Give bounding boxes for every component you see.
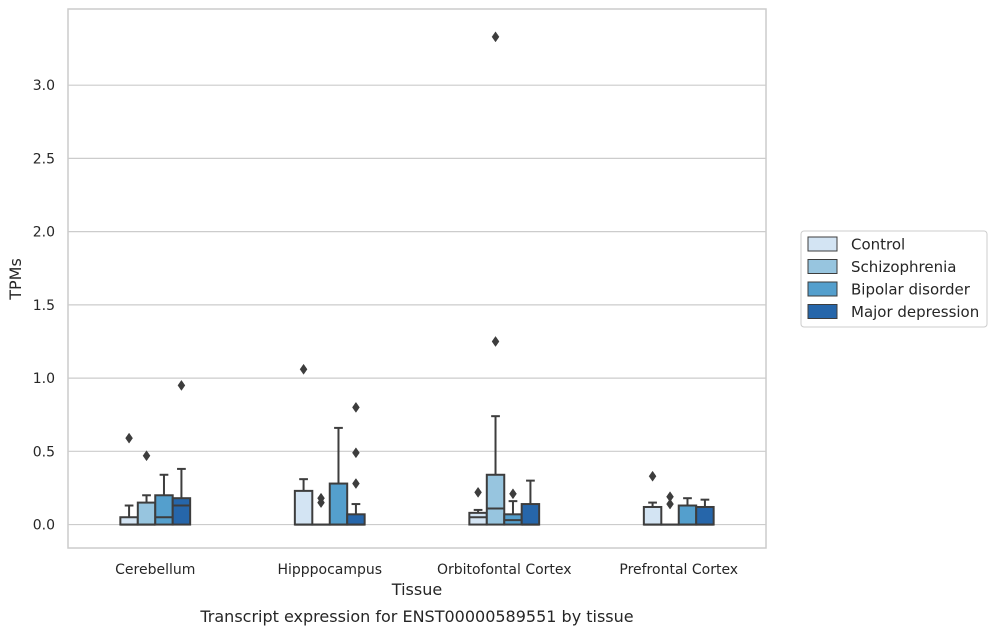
- series-control: [120, 364, 661, 524]
- y-tick-label: 0.0: [33, 518, 55, 534]
- legend-swatch: [808, 260, 837, 274]
- series-schizophrenia: [138, 32, 679, 525]
- legend-item: Major depression: [808, 303, 979, 321]
- box: [644, 471, 661, 524]
- y-tick-label: 1.0: [33, 371, 55, 387]
- y-axis-ticks: 0.0 0.5 1.0 1.5 2.0 2.5 3.0: [33, 78, 55, 533]
- box: [155, 475, 172, 525]
- legend-item: Bipolar disorder: [808, 281, 971, 299]
- y-tick-label: 0.5: [33, 444, 55, 460]
- box-body: [347, 514, 364, 524]
- box-body: [487, 475, 504, 525]
- series-major-depression: [173, 380, 714, 524]
- box: [347, 402, 364, 524]
- x-axis-ticks: Cerebellum Hipppocampus Orbitofontal Corte…: [115, 562, 738, 578]
- box: [295, 364, 312, 524]
- chart-caption: Transcript expression for ENST0000058955…: [199, 607, 633, 626]
- legend-swatch: [808, 305, 837, 319]
- outlier-point: [352, 402, 359, 412]
- legend-label: Schizophrenia: [851, 258, 956, 276]
- plot-frame: [68, 9, 766, 548]
- box-body: [120, 517, 137, 524]
- legend: Control Schizophrenia Bipolar disorder Majo…: [801, 231, 987, 327]
- outlier-point: [178, 380, 185, 390]
- box: [138, 451, 155, 525]
- outlier-point: [352, 479, 359, 489]
- box: [312, 493, 329, 524]
- y-tick-label: 2.0: [33, 225, 55, 241]
- box: [696, 500, 713, 525]
- legend-label: Bipolar disorder: [851, 281, 971, 299]
- box-body: [522, 504, 539, 525]
- box-body: [155, 495, 172, 524]
- outlier-point: [143, 451, 150, 461]
- box-body: [679, 506, 696, 525]
- outlier-point: [649, 471, 656, 481]
- x-tick-label: Orbitofontal Cortex: [437, 562, 572, 578]
- box-body: [696, 507, 713, 525]
- box: [661, 492, 678, 525]
- legend-item: Schizophrenia: [808, 258, 956, 276]
- legend-swatch: [808, 282, 837, 296]
- x-tick-label: Prefrontal Cortex: [619, 562, 738, 578]
- box: [487, 32, 504, 525]
- legend-item: Control: [808, 236, 905, 254]
- box-series: [120, 32, 713, 525]
- legend-label: Control: [851, 236, 905, 254]
- x-axis-label: Tissue: [391, 580, 442, 599]
- outlier-point: [475, 487, 482, 497]
- legend-label: Major depression: [851, 303, 979, 321]
- box-body: [644, 507, 661, 525]
- box: [330, 428, 347, 525]
- box: [469, 487, 486, 524]
- outlier-point: [509, 489, 516, 499]
- series-bipolar-disorder: [155, 428, 696, 525]
- box: [504, 489, 521, 525]
- y-tick-label: 1.5: [33, 298, 55, 314]
- x-tick-label: Cerebellum: [115, 562, 195, 578]
- box-body: [469, 513, 486, 525]
- outlier-point: [300, 364, 307, 374]
- legend-swatch: [808, 237, 837, 251]
- gridlines: [68, 85, 766, 524]
- outlier-point: [126, 433, 133, 443]
- x-tick-label: Hipppocampus: [277, 562, 382, 578]
- outlier-point: [352, 448, 359, 458]
- box-body: [295, 491, 312, 525]
- y-tick-label: 2.5: [33, 151, 55, 167]
- y-axis-label: TPMs: [6, 258, 25, 301]
- box-body: [330, 484, 347, 525]
- box: [679, 498, 696, 524]
- y-tick-label: 3.0: [33, 78, 55, 94]
- outlier-point: [667, 492, 674, 502]
- outlier-point: [492, 32, 499, 42]
- box: [522, 481, 539, 525]
- box: [173, 380, 190, 524]
- box-body: [138, 503, 155, 525]
- outlier-point: [492, 336, 499, 346]
- box-body: [173, 498, 190, 524]
- box: [120, 433, 137, 524]
